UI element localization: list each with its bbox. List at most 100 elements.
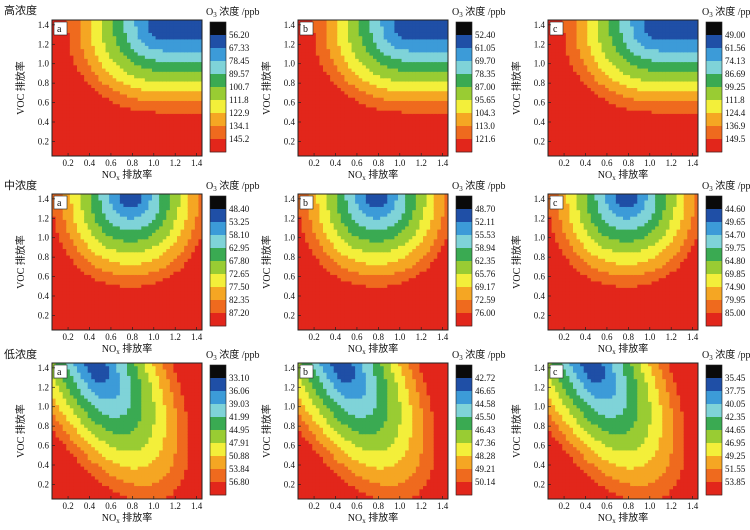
contour-cell: [558, 123, 563, 128]
contour-cell: [94, 91, 100, 96]
contour-cell: [112, 62, 117, 66]
contour-cell: [312, 133, 317, 138]
contour-cell: [77, 97, 82, 102]
contour-cell: [615, 78, 621, 83]
contour-cell: [430, 36, 435, 41]
contour-cell: [80, 139, 85, 144]
contour-cell: [105, 91, 110, 96]
contour-cell: [555, 139, 560, 144]
contour-cell: [194, 75, 200, 79]
contour-cell: [633, 20, 638, 24]
contour-cell: [373, 84, 378, 89]
contour-cell: [576, 75, 581, 79]
contour-cell: [633, 55, 638, 60]
contour-cell: [55, 126, 60, 131]
contour-cell: [152, 146, 157, 151]
contour-cell: [376, 110, 381, 115]
contour-cell: [415, 117, 421, 121]
contour-cell: [84, 104, 89, 109]
contour-cell: [615, 149, 621, 154]
contour-cell: [123, 20, 128, 24]
contour-cell: [180, 42, 185, 47]
contour-cell: [601, 130, 606, 134]
contour-cell: [551, 68, 556, 73]
contour-cell: [655, 20, 660, 24]
contour-cell: [573, 62, 578, 66]
contour-cell: [87, 68, 92, 73]
contour-cell: [358, 123, 363, 128]
contour-cell: [426, 97, 431, 102]
contour-cell: [373, 45, 378, 50]
contour-cell: [159, 133, 164, 138]
contour-cell: [141, 81, 146, 86]
contour-cell: [66, 78, 71, 83]
contour-cell: [152, 68, 157, 73]
contour-cell: [127, 49, 132, 53]
contour-cell: [119, 143, 125, 147]
contour-cell: [130, 36, 135, 41]
contour-cell: [351, 71, 356, 76]
contour-cell: [144, 107, 150, 112]
contour-cell: [323, 117, 328, 121]
contour-cell: [144, 139, 150, 144]
contour-cell: [326, 52, 331, 57]
contour-cell: [423, 71, 428, 76]
contour-cell: [401, 126, 406, 131]
contour-cell: [408, 26, 413, 31]
contour-cell: [590, 143, 596, 147]
contour-cell: [62, 152, 67, 156]
contour-cell: [137, 88, 142, 92]
contour-cell: [383, 49, 388, 53]
contour-cell: [394, 52, 399, 57]
contour-cell: [640, 117, 646, 121]
contour-cell: [583, 42, 588, 47]
contour-cell: [444, 146, 448, 151]
contour-cell: [112, 52, 117, 57]
contour-cell: [562, 20, 567, 24]
contour-cell: [84, 97, 89, 102]
contour-cell: [580, 88, 585, 92]
contour-cell: [180, 139, 185, 144]
contour-cell: [351, 126, 356, 131]
contour-cell: [419, 26, 424, 31]
contour-cell: [326, 91, 331, 96]
contour-cell: [330, 45, 335, 50]
contour-cell: [80, 152, 85, 156]
contour-cell: [73, 68, 78, 73]
contour-cell: [66, 45, 71, 50]
contour-cell: [77, 26, 82, 31]
contour-cell: [615, 23, 621, 28]
contour-cell: [337, 104, 342, 109]
contour-cell: [651, 97, 656, 102]
contour-cell: [337, 120, 342, 125]
contour-cell: [619, 49, 624, 53]
contour-cell: [558, 62, 563, 66]
contour-cell: [440, 68, 446, 73]
contour-cell: [159, 36, 164, 41]
contour-cell: [333, 81, 338, 86]
contour-cell: [194, 136, 200, 141]
contour-cell: [426, 68, 431, 73]
contour-cell: [369, 94, 374, 99]
contour-cell: [323, 23, 328, 28]
contour-cell: [69, 152, 75, 156]
contour-cell: [112, 143, 117, 147]
contour-cell: [308, 65, 313, 70]
contour-cell: [658, 104, 663, 109]
contour-cell: [398, 23, 403, 28]
contour-cell: [319, 100, 324, 105]
contour-cell: [141, 52, 146, 57]
contour-cell: [408, 152, 413, 156]
contour-cell: [119, 130, 125, 134]
contour-cell: [590, 55, 596, 60]
contour-cell: [658, 20, 663, 24]
contour-cell: [615, 29, 621, 34]
contour-cell: [640, 39, 646, 44]
contour-cell: [430, 20, 435, 24]
contour-cell: [180, 20, 185, 24]
contour-cell: [98, 139, 103, 144]
contour-panel: b0.2 0.4 0.6 0.8 1.0 1.2 1.40.20.40.60.81.01.2…: [260, 5, 506, 182]
contour-cell: [98, 88, 103, 92]
contour-cell: [419, 88, 424, 92]
contour-cell: [630, 136, 635, 141]
